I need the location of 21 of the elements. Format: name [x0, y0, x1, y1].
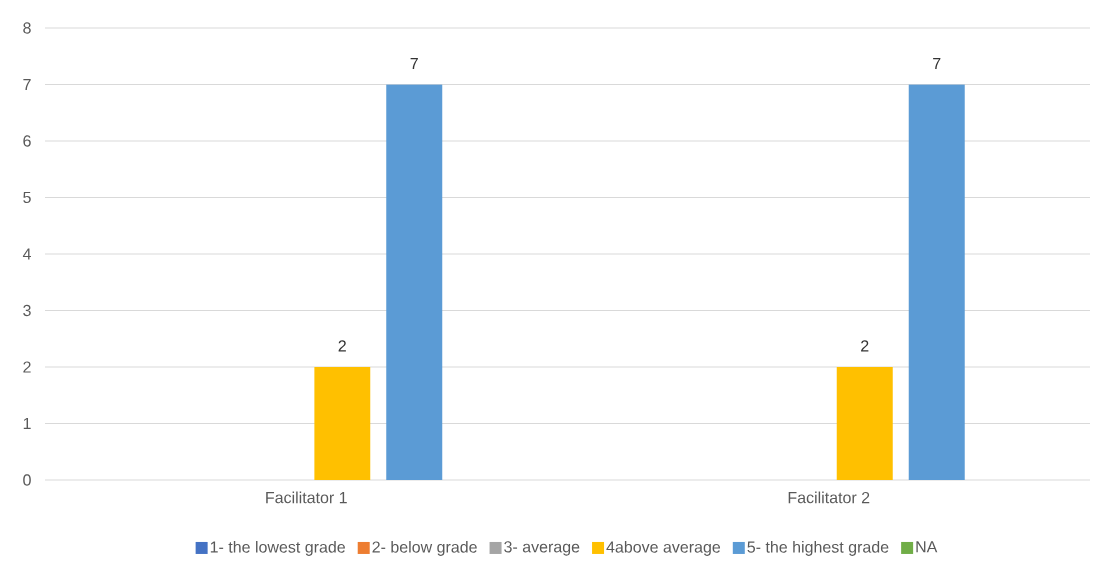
- legend-label: NA: [916, 541, 938, 553]
- legend-label: 4above average: [606, 540, 721, 556]
- y-tick-label: 4: [22, 248, 31, 260]
- y-tick-label: 8: [23, 22, 31, 34]
- y-tick-label: 2: [23, 361, 31, 373]
- data-label: 2: [861, 340, 869, 352]
- y-tick-label: 3: [23, 304, 31, 317]
- legend-label: 2- below grade: [372, 540, 477, 556]
- y-tick-label: 7: [23, 79, 31, 91]
- legend-label: 3- average: [504, 541, 580, 556]
- data-label: 7: [410, 57, 418, 69]
- data-label: 7: [933, 57, 941, 69]
- data-label: 2: [338, 340, 346, 352]
- y-tick-label: 1: [23, 418, 31, 430]
- x-tick-label: Facilitator 2: [788, 491, 870, 504]
- y-tick-label: 5: [23, 191, 31, 204]
- y-tick-label: 6: [23, 135, 31, 147]
- legend-label: 1- the lowest grade: [210, 540, 345, 556]
- legend-label: 5- the highest grade: [747, 540, 889, 556]
- x-tick-label: Facilitator 1: [266, 491, 347, 504]
- y-tick-label: 0: [23, 474, 31, 486]
